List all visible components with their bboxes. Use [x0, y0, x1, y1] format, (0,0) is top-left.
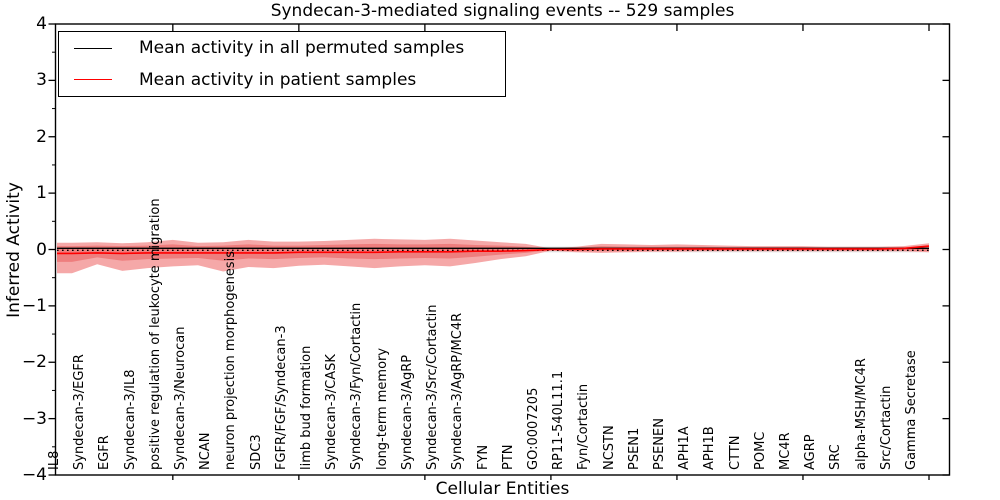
x-tick-label: NCAN [198, 432, 214, 470]
x-tick-label: SRC [828, 444, 844, 470]
permuted-line-swatch [74, 47, 112, 49]
x-tick-label: Syndecan-3/Src/Cortactin [425, 304, 441, 470]
x-tick-label: POMC [752, 431, 768, 470]
x-tick-label: APH1A [677, 426, 693, 470]
x-axis-label: Cellular Entities [435, 479, 570, 499]
y-tick-label: 4 [36, 14, 47, 34]
x-tick-label: EGFR [97, 435, 113, 470]
x-tick-label: PSEN1 [626, 427, 642, 470]
x-tick-label: SDC3 [248, 434, 264, 470]
x-tick-label: Syndecan-3/CASK [324, 354, 340, 470]
x-tick-label: GO:0007205 [525, 387, 541, 470]
y-tick-label: 0 [36, 239, 47, 260]
x-tick-label: Syndecan-3/Neurocan [173, 326, 189, 470]
x-tick-label: MC4R [777, 432, 793, 470]
x-tick-label: CTTN [727, 435, 743, 470]
legend: Mean activity in all permuted samples Me… [58, 31, 506, 97]
y-tick-label: −2 [21, 352, 47, 373]
x-tick-label: Syndecan-3/AgRP/MC4R [450, 312, 466, 470]
y-tick-label: 2 [36, 126, 47, 147]
x-tick-label: Syndecan-3/Fyn/Cortactin [349, 302, 365, 470]
y-tick-label: −1 [21, 295, 47, 316]
x-tick-label: Gamma Secretase [904, 350, 919, 470]
chart-title: Syndecan-3-mediated signaling events -- … [270, 1, 735, 21]
x-tick-label: AGRP [803, 434, 819, 470]
legend-label-permuted: Mean activity in all permuted samples [139, 38, 465, 59]
x-tick-label: PTN [500, 444, 516, 470]
x-tick-label: FGFR/FGF/Syndecan-3 [273, 325, 289, 470]
x-tick-label: PSENEN [651, 418, 667, 470]
x-tick-label: Syndecan-3/IL8 [122, 369, 138, 470]
x-tick-label: APH1B [702, 426, 718, 470]
patient-line-swatch [74, 79, 112, 81]
x-tick-label: Syndecan-3/EGFR [72, 354, 88, 470]
y-tick-label: 1 [36, 183, 47, 204]
y-tick-label: −3 [21, 408, 47, 429]
legend-entry-permuted: Mean activity in all permuted samples [59, 33, 505, 63]
x-tick-label: limb bud formation [299, 345, 315, 470]
x-tick-label: NCSTN [601, 425, 617, 470]
x-tick-label: FYN [475, 444, 491, 470]
x-tick-label: Src/Cortactin [878, 385, 894, 470]
x-tick-label: IL8 [47, 450, 62, 470]
legend-entry-patient: Mean activity in patient samples [59, 65, 505, 95]
x-tick-label: Fyn/Cortactin [576, 383, 592, 470]
x-tick-label: alpha-MSH/MC4R [853, 358, 869, 470]
y-tick-label: 3 [36, 70, 47, 91]
y-tick-label: −4 [21, 465, 47, 485]
x-tick-label: long-term memory [374, 347, 390, 470]
x-tick-label: neuron projection morphogenesis [223, 251, 239, 470]
legend-label-patient: Mean activity in patient samples [139, 69, 417, 90]
x-tick-label: positive regulation of leukocyte migrati… [147, 198, 163, 470]
x-tick-label: RP11-540L11.1 [551, 370, 567, 470]
x-tick-label: Syndecan-3/AgRP [399, 354, 415, 470]
